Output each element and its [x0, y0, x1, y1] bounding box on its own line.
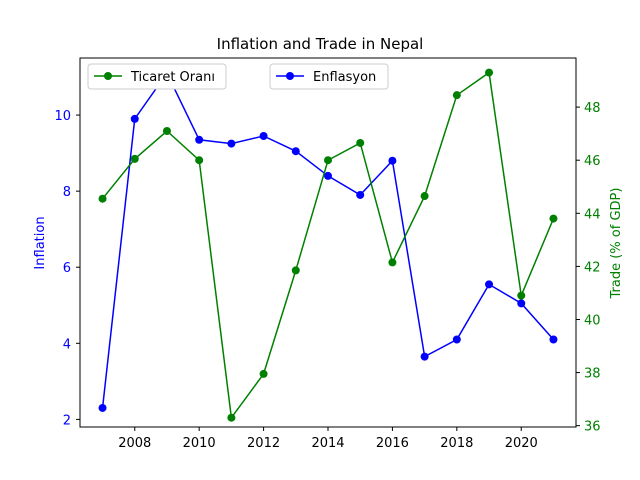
trade-point — [452, 91, 461, 100]
y-left-tick-label: 8 — [63, 185, 71, 200]
y-axis-left: 2 4 6 8 10 — [54, 109, 80, 428]
trade-point — [130, 154, 139, 163]
x-tick-label: 2020 — [505, 436, 538, 451]
legend-enflasyon-label: Enflasyon — [313, 70, 376, 85]
inflation-point — [452, 335, 461, 344]
y-left-tick-label: 10 — [54, 109, 71, 124]
legend-enflasyon: Enflasyon — [269, 63, 389, 90]
inflation-point — [517, 299, 526, 308]
inflation-point — [388, 156, 397, 165]
legend-ticaret: Ticaret Oranı — [87, 63, 227, 90]
inflation-point — [420, 352, 429, 361]
inflation-point — [227, 139, 236, 148]
y-right-tick-label: 38 — [584, 367, 601, 382]
inflation-point — [324, 171, 332, 180]
inflation-point — [485, 280, 494, 289]
trade-point — [517, 291, 526, 300]
y-right-tick-label: 48 — [584, 101, 601, 116]
legend-enflasyon-marker — [286, 72, 294, 80]
inflation-point — [291, 147, 300, 156]
plot-lines — [98, 68, 558, 422]
trade-point — [195, 156, 204, 165]
trade-point — [227, 413, 236, 422]
legend-ticaret-marker — [104, 72, 112, 80]
trade-point — [162, 127, 171, 136]
y-axis-right-label: Trade (% of GDP) — [609, 188, 624, 300]
y-right-tick-label: 36 — [584, 420, 601, 435]
trade-point — [259, 369, 268, 378]
y-right-tick-label: 40 — [584, 313, 601, 328]
inflation-point — [356, 190, 365, 199]
y-left-tick-label: 2 — [63, 413, 71, 428]
inflation-point — [259, 131, 268, 140]
y-right-tick-label: 44 — [584, 207, 601, 222]
trade-point — [549, 214, 558, 223]
plot-frame — [79, 57, 577, 428]
inflation-point — [130, 114, 139, 123]
legend-enflasyon-box — [269, 63, 389, 90]
trade-point — [324, 156, 332, 165]
x-tick-label: 2016 — [376, 436, 409, 451]
trade-point — [98, 194, 107, 203]
trade-point — [420, 192, 429, 201]
inflation-series-line — [101, 71, 555, 409]
y-left-tick-label: 4 — [63, 337, 71, 352]
y-left-tick-label: 6 — [63, 261, 71, 276]
inflation-point — [98, 403, 107, 412]
x-tick-label: 2010 — [183, 436, 216, 451]
x-tick-label: 2008 — [118, 436, 151, 451]
trade-series-line — [101, 71, 555, 420]
inflation-point — [549, 335, 558, 344]
y-right-tick-label: 42 — [584, 260, 601, 275]
trade-point — [356, 138, 365, 147]
trade-point — [388, 258, 397, 267]
chart-title: Inflation and Trade in Nepal — [217, 35, 424, 53]
legend-ticaret-box — [87, 63, 227, 90]
trade-point — [485, 68, 494, 77]
trade-point — [291, 266, 300, 275]
y-right-tick-label: 46 — [584, 154, 601, 169]
x-tick-label: 2014 — [311, 436, 344, 451]
inflation-point — [195, 135, 204, 144]
x-tick-label: 2012 — [247, 436, 280, 451]
x-axis: 2008 2010 2012 2014 2016 2018 2020 — [118, 427, 538, 451]
y-axis-right: 36 38 40 42 44 46 48 — [576, 101, 601, 435]
legend-ticaret-label: Ticaret Oranı — [130, 70, 215, 85]
y-axis-left-label: Inflation — [33, 216, 48, 269]
x-tick-label: 2018 — [440, 436, 473, 451]
